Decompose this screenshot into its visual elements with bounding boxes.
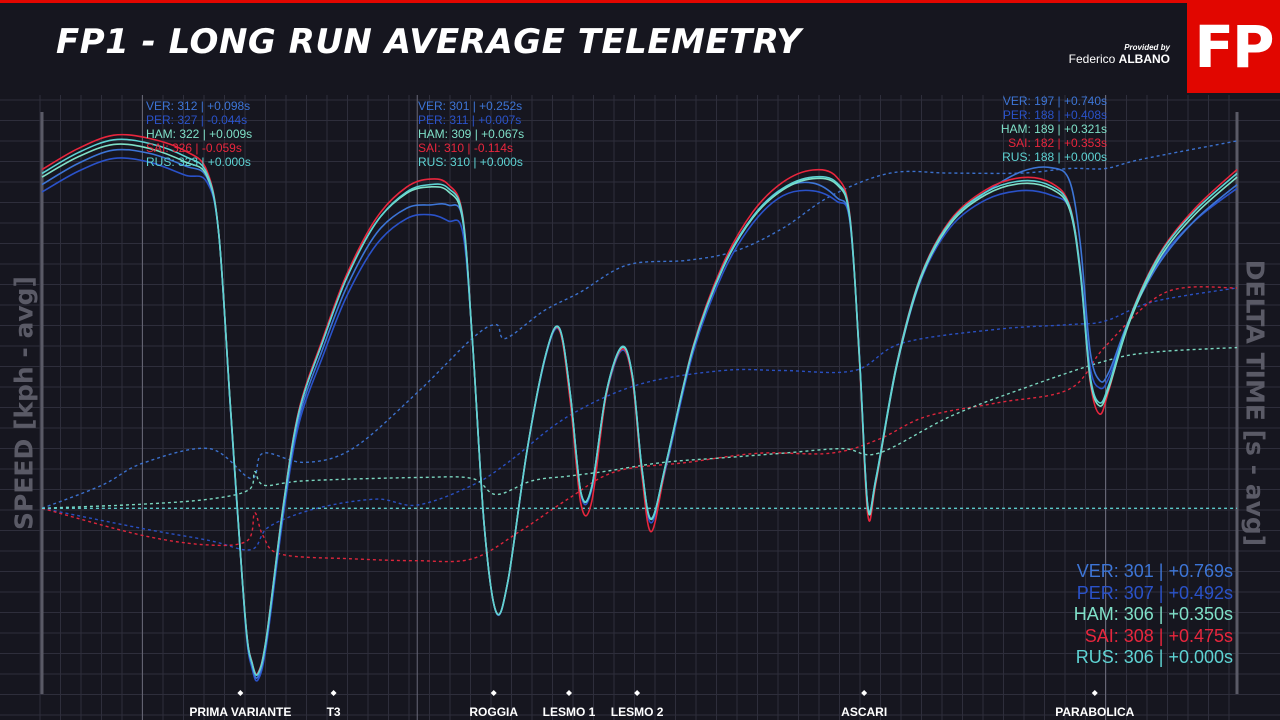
corner-label: LESMO 2	[610, 705, 664, 719]
corner-marker	[565, 690, 572, 696]
corner-label: PRIMA VARIANTE	[189, 705, 292, 719]
page-title: FP1 - LONG RUN AVERAGE TELEMETRY	[56, 22, 802, 62]
delta-line-ham	[41, 346, 1238, 509]
corner-marker	[330, 690, 337, 696]
credit-block: Provided by Federico ALBANO	[1069, 43, 1170, 66]
readout-panel: VER: 301 | +0.252s PER: 311 | +0.007s HAM:…	[418, 99, 524, 169]
corner-marker	[237, 690, 244, 696]
corner-label: ASCARI	[841, 705, 888, 719]
summary-row: PER: 307 | +0.492s	[1076, 582, 1233, 603]
readout-row: VER: 312 | +0.098s	[146, 99, 251, 113]
grid	[0, 95, 1280, 720]
readout-row: HAM: 189 | +0.321s	[1000, 122, 1107, 136]
readout-panel: VER: 312 | +0.098s PER: 327 | -0.044s HAM:…	[146, 99, 252, 169]
readout-row: SAI: 326 | -0.059s	[146, 141, 242, 155]
corner-marker	[861, 690, 868, 696]
speed-line-ham	[41, 143, 1238, 676]
readout-row: RUS: 310 | +0.000s	[418, 155, 523, 169]
readout-row: SAI: 182 | +0.353s	[1008, 136, 1107, 150]
corner-label: ROGGIA	[469, 705, 519, 719]
readout-row: SAI: 310 | -0.114s	[418, 141, 513, 155]
marker-lines	[141, 95, 1107, 720]
author-last: ALBANO	[1118, 52, 1170, 66]
readout-row: VER: 197 | +0.740s	[1002, 94, 1107, 108]
speed-line-rus	[41, 138, 1238, 676]
readout-panel: VER: 197 | +0.740s PER: 188 | +0.408s HAM:…	[1001, 94, 1107, 164]
summary-row: RUS: 306 | +0.000s	[1075, 647, 1233, 667]
summary-row: SAI: 308 | +0.475s	[1084, 625, 1233, 646]
fp-logo: FP	[1187, 0, 1280, 93]
speed-line-sai	[41, 133, 1238, 675]
corner-label: T3	[326, 705, 341, 719]
readout-row: VER: 301 | +0.252s	[418, 99, 523, 113]
lap-summary: VER: 301 | +0.769s PER: 307 | +0.492s HAM:…	[1074, 561, 1233, 669]
delta-axis-label: DELTA TIME [s - avg]	[1240, 259, 1270, 547]
top-accent-line	[0, 0, 1280, 3]
delta-line-sai	[41, 286, 1238, 563]
corner-label: PARABOLICA	[1055, 705, 1135, 719]
readout-row: HAM: 309 | +0.067s	[418, 127, 525, 141]
readout-row: RUS: 188 | +0.000s	[1002, 150, 1107, 164]
readout-row: PER: 327 | -0.044s	[146, 113, 248, 127]
readout-row: PER: 188 | +0.408s	[1002, 108, 1107, 122]
axes	[40, 112, 1239, 694]
speed-line-ver	[41, 148, 1238, 679]
speed-axis-label: SPEED [kph - avg]	[9, 276, 39, 530]
delta-line-per	[41, 287, 1238, 551]
provided-by-label: Provided by	[1124, 43, 1170, 52]
corner-marker	[490, 690, 497, 696]
readout-row: RUS: 323 | +0.000s	[146, 155, 251, 169]
corner-markers	[237, 690, 1098, 696]
readout-row: PER: 311 | +0.007s	[418, 113, 522, 127]
corner-marker	[1091, 690, 1098, 696]
summary-row: HAM: 306 | +0.350s	[1073, 604, 1233, 624]
corner-label: LESMO 1	[542, 705, 596, 719]
speed-series	[41, 133, 1238, 682]
corner-marker	[634, 690, 641, 696]
author-first: Federico	[1068, 52, 1116, 66]
summary-row: VER: 301 | +0.769s	[1076, 561, 1233, 581]
delta-series	[41, 140, 1238, 563]
author-name: Federico ALBANO	[1069, 52, 1170, 66]
speed-line-per	[41, 157, 1238, 682]
readout-row: HAM: 322 | +0.009s	[146, 127, 253, 141]
